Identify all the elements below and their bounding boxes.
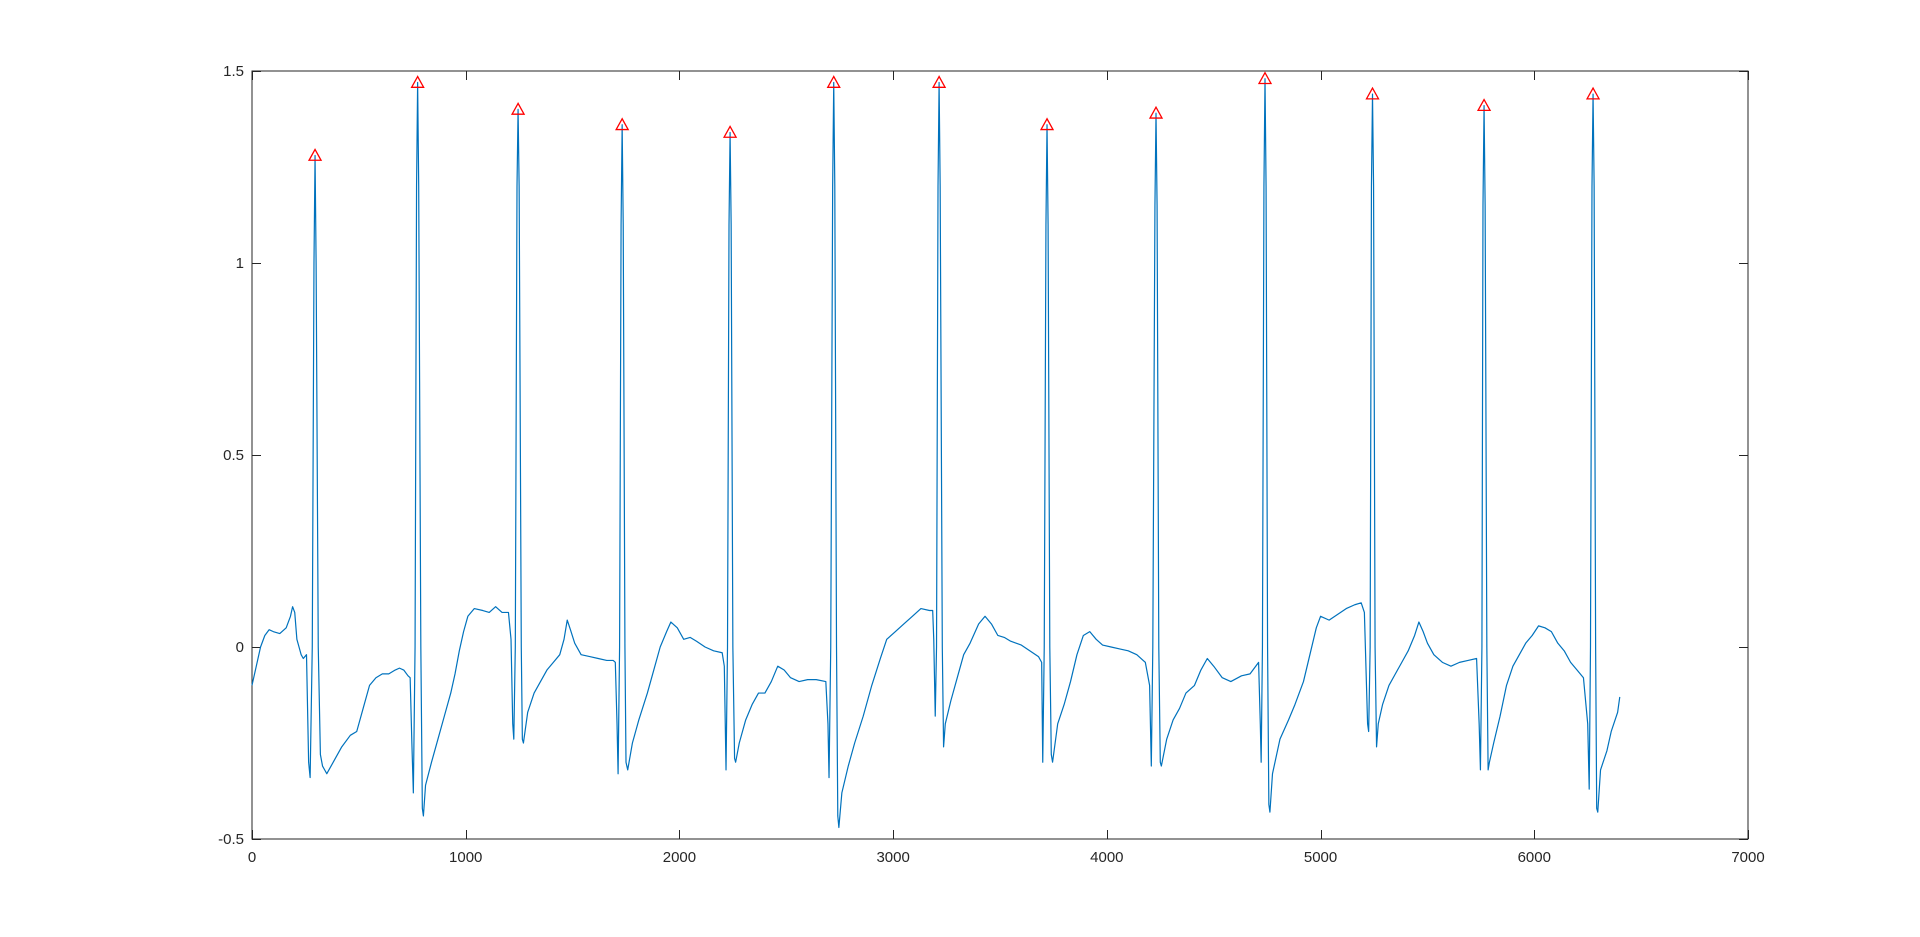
r-peak-marker: [1257, 71, 1273, 85]
y-tick-label: 1.5: [223, 63, 244, 80]
y-tick-label: 0.5: [223, 447, 244, 464]
r-peak-marker: [1039, 117, 1055, 131]
axis-ticks: [252, 71, 1749, 840]
r-peak-marker: [1476, 98, 1492, 112]
axes-box: [251, 70, 1749, 840]
x-tick-label: 4000: [1090, 849, 1123, 866]
r-peak-marker: [722, 125, 738, 138]
y-tick-label: -0.5: [218, 831, 244, 848]
x-tick-label: 3000: [876, 849, 909, 866]
x-tick-label: 2000: [663, 849, 696, 866]
x-tick-label: 0: [248, 849, 256, 866]
ecg-signal-line: [251, 78, 1621, 829]
y-axis-tick-labels: -0.5 0 0.5 1 1.5: [218, 63, 244, 848]
r-peak-marker: [1365, 86, 1380, 100]
x-axis-tick-labels: 0 1000 2000 3000 4000 5000 6000 7000: [248, 849, 1765, 866]
r-peak-marker: [1585, 86, 1601, 100]
y-tick-label: 0: [236, 639, 244, 656]
r-peak-marker: [510, 102, 526, 115]
plot-area: [251, 71, 1621, 829]
r-peak-marker: [410, 75, 425, 88]
r-peak-marker: [826, 75, 841, 88]
axes-frame: [251, 70, 1749, 840]
x-tick-label: 1000: [449, 849, 482, 866]
y-tick-label: 1: [236, 255, 244, 272]
x-tick-label: 7000: [1731, 849, 1764, 866]
x-tick-label: 5000: [1304, 849, 1337, 866]
r-peak-marker: [307, 148, 323, 161]
r-peak-marker: [931, 75, 947, 88]
r-peak-marker: [615, 117, 630, 131]
x-tick-label: 6000: [1518, 849, 1551, 866]
r-peak-marker: [1148, 105, 1164, 119]
